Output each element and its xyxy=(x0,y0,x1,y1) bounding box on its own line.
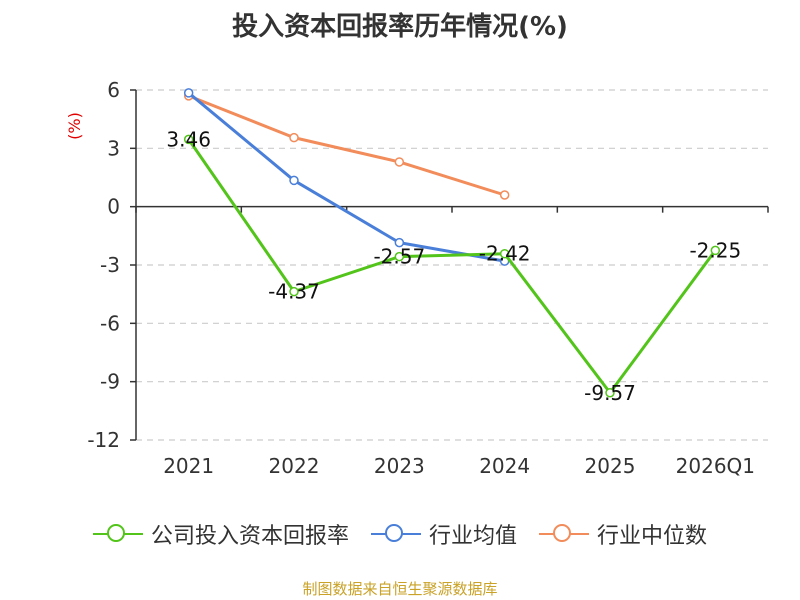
legend-label: 公司投入资本回报率 xyxy=(150,524,349,549)
series-line xyxy=(187,138,717,395)
legend-label: 行业中位数 xyxy=(597,524,708,549)
y-tick-label: -9 xyxy=(100,370,120,394)
data-label: -4.37 xyxy=(268,280,320,304)
data-point[interactable] xyxy=(605,388,615,398)
label-layer: 3.46 -4.37 -2.57 -2.42 -9.57 -2.25 xyxy=(166,127,741,404)
y-tick-label: 3 xyxy=(107,136,120,160)
chart-title: 投入资本回报率历年情况(%) xyxy=(232,12,568,42)
data-point[interactable] xyxy=(289,132,299,143)
series-line xyxy=(187,91,505,263)
data-label: -2.57 xyxy=(373,245,425,269)
legend-label: 行业均值 xyxy=(428,524,517,549)
data-point[interactable] xyxy=(183,134,194,145)
legend-marker-icon xyxy=(539,523,589,545)
series-layer xyxy=(183,88,721,398)
data-label: -9.57 xyxy=(584,381,636,405)
legend-item-industry-median[interactable]: 行业中位数 xyxy=(539,518,707,550)
data-point[interactable] xyxy=(394,251,405,262)
x-tick-label: 2021 xyxy=(163,454,214,478)
x-tick-label: 2022 xyxy=(269,454,320,478)
data-point[interactable] xyxy=(710,245,721,256)
y-tick-label: -6 xyxy=(100,311,120,335)
axis-layer: 6 3 0 -3 -6 -9 -12 2021 2022 2023 2024 2025 2026Q1 xyxy=(87,78,769,478)
data-label: -2.42 xyxy=(479,242,531,266)
x-tick-label: 2024 xyxy=(479,454,530,478)
y-tick-label: 0 xyxy=(107,195,120,219)
data-point[interactable] xyxy=(394,157,405,167)
data-point[interactable] xyxy=(289,175,299,186)
data-point[interactable] xyxy=(394,237,405,248)
x-tick-label: 2026Q1 xyxy=(676,454,755,478)
data-point[interactable] xyxy=(499,190,510,200)
data-point[interactable] xyxy=(183,88,194,98)
legend: 公司投入资本回报率 行业均值 行业中位数 xyxy=(0,518,800,550)
legend-marker-icon xyxy=(370,523,421,545)
y-tick-label: -12 xyxy=(87,428,120,452)
grid-layer xyxy=(136,89,768,441)
legend-item-industry-mean[interactable]: 行业均值 xyxy=(370,518,517,550)
x-tick-label: 2023 xyxy=(374,454,425,478)
y-tick-label: -3 xyxy=(100,253,120,277)
legend-item-company[interactable]: 公司投入资本回报率 xyxy=(92,518,349,550)
y-tick-label: 6 xyxy=(107,78,120,102)
series-line xyxy=(188,94,506,197)
legend-marker-icon xyxy=(92,523,143,545)
data-label: -2.25 xyxy=(689,238,741,262)
data-label: 3.46 xyxy=(166,127,211,151)
source-note: 制图数据来自恒生聚源数据库 xyxy=(302,580,498,598)
x-tick-label: 2025 xyxy=(585,454,636,478)
data-point[interactable] xyxy=(289,286,299,297)
y-axis-label: (%) xyxy=(65,112,84,140)
data-point[interactable] xyxy=(499,248,510,259)
